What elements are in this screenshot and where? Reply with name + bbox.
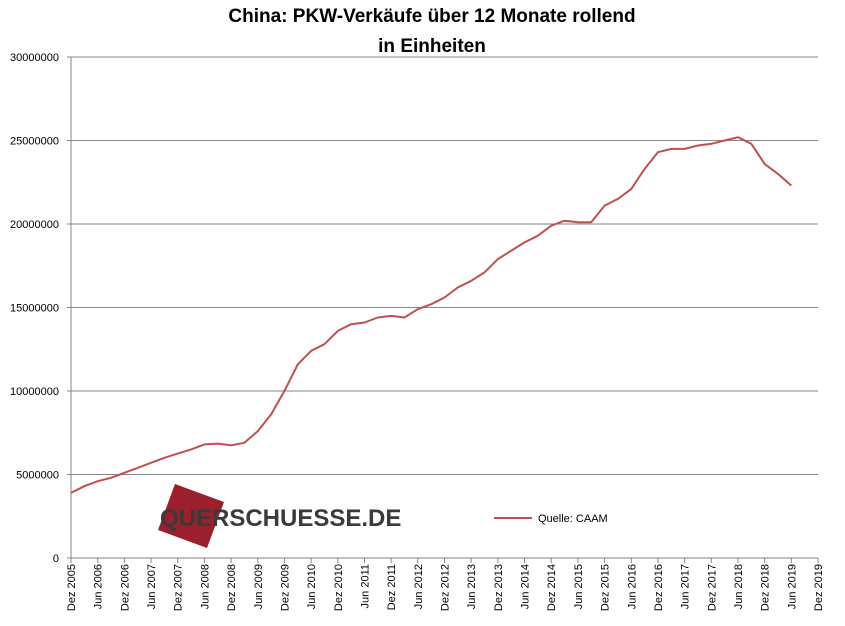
- x-tick-label: Dez 2014: [546, 564, 558, 611]
- y-tick-label: 0: [53, 553, 59, 565]
- x-tick-label: Dez 2009: [279, 564, 291, 611]
- x-tick-label: Jun 2013: [466, 564, 478, 609]
- x-tick-label: Dez 2015: [600, 564, 612, 611]
- chart-subtitle: in Einheiten: [378, 36, 486, 57]
- x-tick-label: Jun 2014: [520, 564, 532, 609]
- data-line: [70, 136, 792, 494]
- chart-title: China: PKW-Verkäufe über 12 Monate rolle…: [228, 6, 635, 27]
- x-tick-label: Jun 2015: [573, 564, 585, 609]
- x-tick-label: Dez 2017: [706, 564, 718, 611]
- x-tick-label: Dez 2012: [440, 564, 452, 611]
- x-tick-label: Dez 2008: [226, 564, 238, 611]
- x-tick-label: Jun 2007: [146, 564, 158, 609]
- x-tick-label: Jun 2017: [680, 564, 692, 609]
- x-tick-label: Dez 2013: [493, 564, 505, 611]
- y-tick-label: 30000000: [10, 52, 59, 64]
- watermark-logo: QUERSCHUESSE.DE: [158, 484, 401, 548]
- x-tick-label: Dez 2006: [119, 564, 131, 611]
- x-tick-label: Dez 2019: [813, 564, 825, 611]
- x-tick-label: Jun 2019: [786, 564, 798, 609]
- x-tick-label: Jun 2006: [93, 564, 105, 609]
- x-tick-label: Jun 2018: [733, 564, 745, 609]
- x-tick-label: Dez 2010: [333, 564, 345, 611]
- y-tick-label: 15000000: [10, 303, 59, 315]
- y-tick-label: 25000000: [10, 136, 59, 148]
- x-tick-label: Jun 2009: [253, 564, 265, 609]
- logo-shape: [158, 484, 224, 548]
- watermark: QUERSCHUESSE.DE: [160, 505, 401, 532]
- x-tick-label: Jun 2008: [199, 564, 211, 609]
- y-tick-label: 10000000: [10, 386, 59, 398]
- y-tick-label: 20000000: [10, 219, 59, 231]
- legend-label: Quelle: CAAM: [538, 513, 608, 525]
- y-tick-label: 5000000: [16, 470, 59, 482]
- x-tick-label: Jun 2010: [306, 564, 318, 609]
- x-tick-label: Jun 2011: [359, 564, 371, 608]
- x-tick-label: Dez 2007: [173, 564, 185, 611]
- x-tick-label: Dez 2016: [653, 564, 665, 611]
- x-tick-label: Dez 2018: [760, 564, 772, 611]
- x-tick-label: Dez 2005: [66, 564, 78, 611]
- x-tick-label: Dez 2011: [386, 564, 398, 610]
- x-tick-label: Jun 2012: [413, 564, 425, 609]
- x-tick-label: Jun 2016: [626, 564, 638, 609]
